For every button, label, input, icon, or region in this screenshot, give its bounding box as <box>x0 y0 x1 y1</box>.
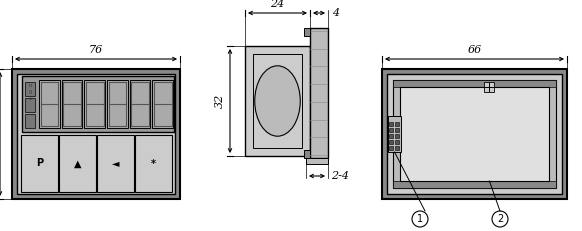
Bar <box>395 122 399 126</box>
Text: 32: 32 <box>215 94 225 108</box>
Bar <box>304 28 310 36</box>
Bar <box>395 134 399 138</box>
Bar <box>84 80 105 128</box>
Bar <box>395 146 399 150</box>
Bar <box>310 28 328 158</box>
Bar <box>484 82 494 92</box>
Text: *: * <box>151 158 156 168</box>
Text: 24: 24 <box>271 0 285 9</box>
Bar <box>21 135 58 192</box>
Bar <box>245 46 310 156</box>
Text: P: P <box>36 158 43 168</box>
Text: 1: 1 <box>417 214 423 224</box>
Bar <box>25 114 35 128</box>
Bar <box>389 128 393 132</box>
Bar <box>389 134 393 138</box>
Bar <box>389 140 393 144</box>
Bar <box>389 146 393 150</box>
Bar <box>393 80 556 188</box>
Bar <box>17 74 175 194</box>
Bar <box>388 116 401 152</box>
Bar <box>306 158 328 164</box>
Text: 4: 4 <box>332 8 339 18</box>
Text: 2: 2 <box>497 214 503 224</box>
Bar <box>25 82 35 96</box>
Text: 76: 76 <box>89 45 103 55</box>
Bar <box>135 135 172 192</box>
Ellipse shape <box>255 66 300 136</box>
Bar <box>395 128 399 132</box>
Bar <box>22 76 174 132</box>
Bar <box>395 140 399 144</box>
Bar <box>152 80 173 128</box>
Bar <box>130 80 150 128</box>
Circle shape <box>412 211 428 227</box>
Text: 66: 66 <box>467 45 482 55</box>
Bar <box>389 122 393 126</box>
Bar <box>97 135 134 192</box>
Bar <box>25 98 35 112</box>
Bar <box>39 80 60 128</box>
Bar <box>304 150 310 158</box>
Text: 2-4: 2-4 <box>331 171 349 181</box>
Text: ◄: ◄ <box>112 158 119 168</box>
Circle shape <box>492 211 508 227</box>
Text: n
0
1: n 0 1 <box>29 83 31 101</box>
Text: ▲: ▲ <box>74 158 81 168</box>
Bar <box>62 80 82 128</box>
Bar <box>387 74 562 194</box>
Bar <box>393 80 556 87</box>
Bar <box>59 135 96 192</box>
Bar <box>382 69 567 199</box>
Bar <box>107 80 127 128</box>
Bar <box>253 54 302 148</box>
Bar <box>400 87 549 181</box>
Bar <box>393 181 556 188</box>
Bar <box>12 69 180 199</box>
